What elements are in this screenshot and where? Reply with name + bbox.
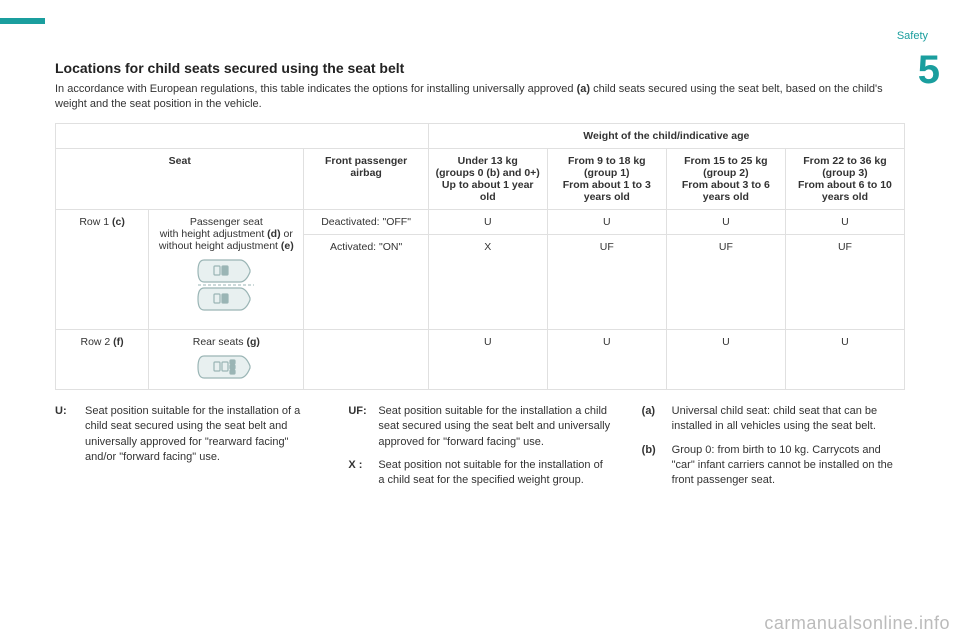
wg-2: From 15 to 25 kg (group 2) From about 3 … [666,148,785,209]
row2-desc: Rear seats (g) [149,329,304,389]
page-title: Locations for child seats secured using … [55,60,905,76]
r2-1: U [547,329,666,389]
legend-text: Group 0: from birth to 10 kg. Carrycots … [672,443,905,489]
wg0-title: Under 13 kg [435,155,541,167]
wg1-title: From 9 to 18 kg [554,155,660,167]
legend-b: (b) Group 0: from birth to 10 kg. Carryc… [642,443,905,489]
page-content: Locations for child seats secured using … [55,60,905,497]
r1on-3: UF [785,234,904,329]
r1off-3: U [785,209,904,234]
wg-3: From 22 to 36 kg (group 3) From about 6 … [785,148,904,209]
row1-airbag-off: Deactivated: "OFF" [304,209,428,234]
wg1-sub1: (group 1) [554,167,660,179]
legend-key: U: [55,404,85,466]
wg-1: From 9 to 18 kg (group 1) From about 1 t… [547,148,666,209]
intro-bold: (a) [577,83,590,95]
legend-text: Seat position not suitable for the insta… [378,458,611,489]
legend-key: UF: [348,404,378,450]
weight-header: Weight of the child/indicative age [428,123,904,148]
r1on-0: X [428,234,547,329]
weight-header-bold: Weight of the child [583,130,677,142]
wg1-sub2: From about 1 to 3 years old [554,179,660,203]
intro-pre: In accordance with European regulations,… [55,83,577,95]
weight-header-rest: /indicative age [677,130,749,142]
legend-x: X : Seat position not suitable for the i… [348,458,611,489]
wg0-sub2: Up to about 1 year old [435,179,541,203]
legend-text: Universal child seat: child seat that ca… [672,404,905,435]
r1off-2: U [666,209,785,234]
wg2-title: From 15 to 25 kg [673,155,779,167]
child-seat-table: Weight of the child/indicative age Seat … [55,123,905,390]
wg3-sub2: From about 6 to 10 years old [792,179,898,203]
legend: U: Seat position suitable for the instal… [55,404,905,497]
legend-col-3: (a) Universal child seat: child seat tha… [642,404,905,497]
legend-col-2: UF: Seat position suitable for the insta… [348,404,611,497]
empty-header [56,123,429,148]
row1-label: Row 1 (c) [56,209,149,329]
r1on-2: UF [666,234,785,329]
legend-col-1: U: Seat position suitable for the instal… [55,404,318,497]
section-label: Safety [897,30,928,42]
car-front-seat-icon [196,258,256,313]
row1-airbag-on: Activated: "ON" [304,234,428,329]
section-number: 5 [918,48,940,93]
row2-label: Row 2 (f) [56,329,149,389]
legend-u: U: Seat position suitable for the instal… [55,404,318,466]
r1off-1: U [547,209,666,234]
r1off-0: U [428,209,547,234]
intro-text: In accordance with European regulations,… [55,82,905,113]
r2-3: U [785,329,904,389]
r2-2: U [666,329,785,389]
wg2-sub1: (group 2) [673,167,779,179]
legend-key: (a) [642,404,672,435]
wg0-sub1: (groups 0 (b) and 0+) [435,167,541,179]
r2-0: U [428,329,547,389]
legend-uf: UF: Seat position suitable for the insta… [348,404,611,450]
legend-key: X : [348,458,378,489]
legend-key: (b) [642,443,672,489]
legend-text: Seat position suitable for the installat… [85,404,318,466]
r1on-1: UF [547,234,666,329]
wg3-title: From 22 to 36 kg [792,155,898,167]
accent-bar [0,18,45,24]
wg2-sub2: From about 3 to 6 years old [673,179,779,203]
col-seat: Seat [56,148,304,209]
col-airbag: Front passenger airbag [304,148,428,209]
row1-desc: Passenger seat with height adjustment (d… [149,209,304,329]
legend-a: (a) Universal child seat: child seat tha… [642,404,905,435]
wg-0: Under 13 kg (groups 0 (b) and 0+) Up to … [428,148,547,209]
watermark: carmanualsonline.info [764,613,950,634]
row2-airbag [304,329,428,389]
wg3-sub1: (group 3) [792,167,898,179]
car-rear-seat-icon [196,354,256,380]
legend-text: Seat position suitable for the installat… [378,404,611,450]
